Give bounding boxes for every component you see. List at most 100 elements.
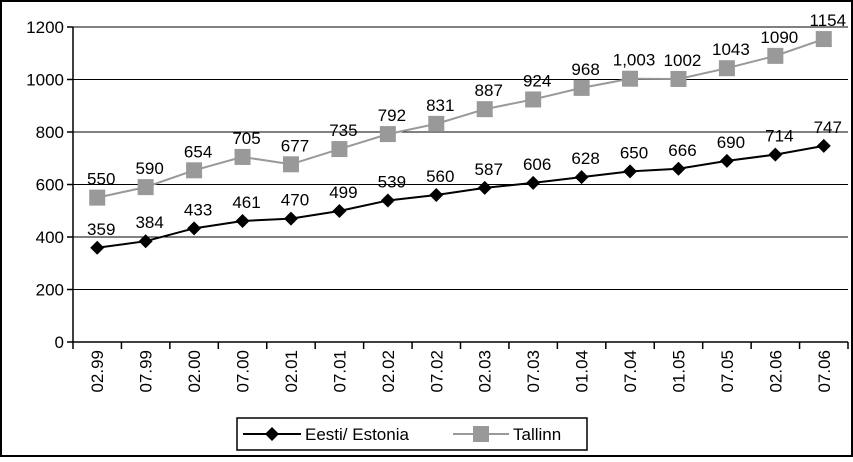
data-label: 792 — [378, 106, 406, 125]
x-tick-label: 07.01 — [330, 350, 349, 393]
x-tick-label: 02.06 — [766, 350, 785, 393]
data-labels: 359 384 433 461 470 499 539 560 587 606 628 650 666 6… — [87, 11, 846, 239]
data-label: 650 — [620, 143, 648, 162]
data-point-square — [186, 162, 203, 179]
x-tick-label: 07.00 — [234, 350, 253, 393]
axes: 0 200 400 600 800 1000 1200 02.99 07.99 02.00 07.0… — [26, 18, 849, 393]
data-point-diamond — [138, 234, 153, 249]
data-label: 690 — [717, 133, 745, 152]
data-point-diamond — [671, 161, 686, 176]
data-point-diamond — [477, 180, 492, 195]
legend-label: Eesti/ Estonia — [305, 425, 409, 444]
x-tick-label: 01.04 — [573, 350, 592, 393]
data-label: 924 — [523, 71, 551, 90]
x-tick-label: 02.99 — [88, 350, 107, 393]
y-tick-label: 1200 — [26, 18, 64, 37]
data-label: 461 — [232, 193, 260, 212]
x-tick-label: 02.00 — [185, 350, 204, 393]
series-estonia — [90, 138, 831, 255]
series-line — [97, 38, 825, 199]
legend-label: Tallinn — [513, 425, 561, 444]
data-label: 550 — [87, 170, 115, 189]
data-label: 590 — [135, 159, 163, 178]
data-point-diamond — [574, 170, 589, 185]
data-point-square — [331, 141, 348, 158]
legend-marker-diamond — [265, 427, 279, 441]
data-label: 539 — [378, 173, 406, 192]
data-label: 1043 — [712, 40, 750, 59]
data-label: 499 — [329, 183, 357, 202]
data-label: 628 — [571, 149, 599, 168]
x-tick-label: 07.03 — [524, 350, 543, 393]
x-tick-label: 07.06 — [815, 350, 834, 393]
data-label: 714 — [765, 127, 793, 146]
data-point-diamond — [526, 175, 541, 190]
y-tick-label: 1000 — [26, 71, 64, 90]
data-point-square — [670, 70, 687, 87]
x-tick-label: 07.99 — [137, 350, 156, 393]
data-label: 735 — [329, 121, 357, 140]
y-tick-label: 0 — [55, 333, 64, 352]
data-label: 677 — [281, 136, 309, 155]
data-point-square — [815, 31, 832, 48]
x-tick-label: 07.05 — [718, 350, 737, 393]
data-point-square — [89, 189, 106, 206]
data-label: 587 — [475, 160, 503, 179]
data-point-square — [234, 148, 251, 165]
data-point-diamond — [380, 193, 395, 208]
data-label: 1002 — [664, 51, 702, 70]
data-label: 747 — [814, 118, 842, 137]
data-point-square — [428, 115, 445, 132]
data-point-diamond — [623, 164, 638, 179]
data-point-square — [767, 47, 784, 64]
data-point-square — [379, 126, 396, 143]
x-tick-label: 07.02 — [427, 350, 446, 393]
y-tick-label: 400 — [36, 228, 64, 247]
data-label: 887 — [475, 81, 503, 100]
data-label: 654 — [184, 142, 212, 161]
x-tick-label: 02.01 — [282, 350, 301, 393]
data-label: 384 — [135, 213, 163, 232]
data-label: 433 — [184, 200, 212, 219]
data-label: 1,003 — [613, 51, 656, 70]
data-point-square — [718, 60, 735, 77]
x-tick-label: 02.02 — [379, 350, 398, 393]
series-tallinn — [89, 31, 832, 206]
data-label: 831 — [426, 96, 454, 115]
data-point-square — [573, 79, 590, 96]
data-point-diamond — [332, 204, 347, 219]
gridlines — [73, 26, 848, 290]
data-label: 606 — [523, 155, 551, 174]
data-label: 470 — [281, 191, 309, 210]
data-point-square — [476, 101, 493, 118]
data-label: 666 — [668, 141, 696, 160]
x-tick-label: 01.05 — [669, 350, 688, 393]
legend-marker-square — [473, 426, 489, 442]
y-tick-label: 800 — [36, 123, 64, 142]
series-group — [89, 31, 832, 255]
legend: Eesti/ Estonia Tallinn — [236, 417, 588, 451]
data-point-diamond — [719, 153, 734, 168]
y-tick-label: 200 — [36, 281, 64, 300]
y-tick-label: 600 — [36, 176, 64, 195]
data-point-diamond — [187, 221, 202, 236]
data-point-diamond — [90, 240, 105, 255]
data-label: 560 — [426, 167, 454, 186]
data-label: 1090 — [760, 28, 798, 47]
data-label: 705 — [232, 129, 260, 148]
data-point-diamond — [429, 188, 444, 202]
x-tick-label: 07.04 — [621, 350, 640, 393]
data-point-diamond — [283, 211, 298, 226]
data-label: 359 — [87, 220, 115, 239]
data-point-square — [137, 179, 154, 196]
data-point-diamond — [768, 147, 783, 162]
data-point-diamond — [235, 213, 250, 228]
x-tick-label: 02.03 — [476, 350, 495, 393]
data-point-square — [622, 70, 639, 87]
data-point-square — [282, 156, 299, 173]
data-point-diamond — [816, 138, 831, 153]
data-label: 1154 — [810, 11, 847, 30]
